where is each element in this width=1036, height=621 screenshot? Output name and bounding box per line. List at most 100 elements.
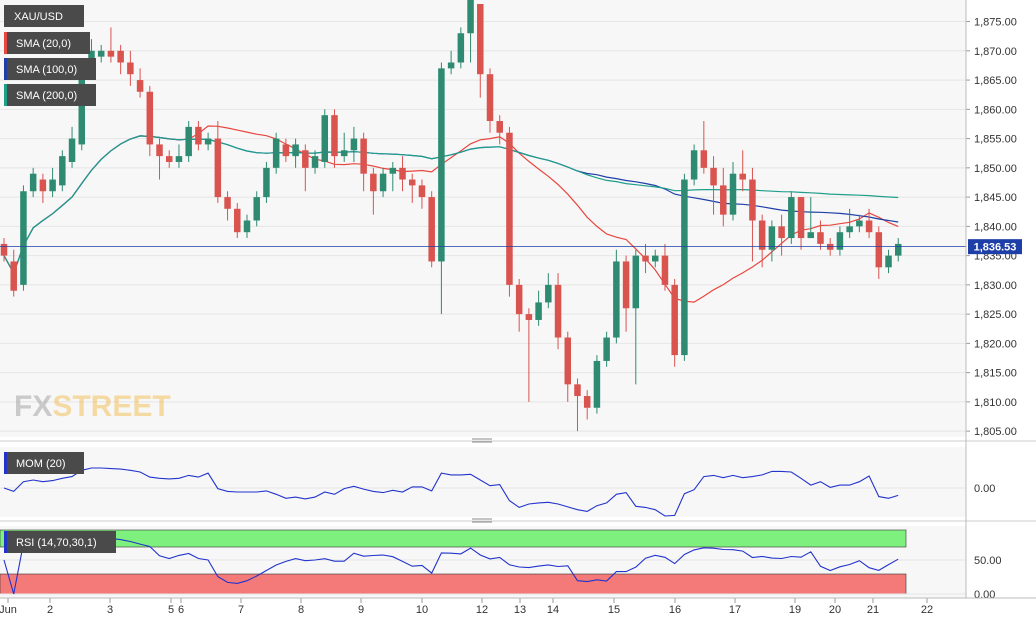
candle-body[interactable] [214, 138, 222, 198]
candle-body[interactable] [720, 185, 727, 215]
candle-body[interactable] [243, 220, 251, 233]
candle-body[interactable] [603, 337, 610, 361]
candle-body[interactable] [875, 232, 883, 268]
candle-body[interactable] [127, 62, 134, 75]
candle-body[interactable] [370, 173, 377, 192]
candle-body[interactable] [574, 384, 581, 397]
resize-handle-icon[interactable] [472, 438, 492, 443]
candle-body[interactable] [408, 179, 416, 186]
candle-body[interactable] [681, 179, 688, 356]
candle-body[interactable] [700, 150, 708, 168]
candle-body[interactable] [234, 208, 241, 233]
candle-body[interactable] [865, 220, 873, 233]
candle-body[interactable] [807, 232, 815, 239]
candle-body[interactable] [20, 191, 27, 285]
resize-handle-icon[interactable] [472, 518, 492, 523]
candle-body[interactable] [613, 261, 620, 338]
candle-body[interactable] [749, 179, 756, 221]
candle-body[interactable] [136, 80, 144, 92]
candle-body[interactable] [710, 167, 717, 186]
candle-body[interactable] [467, 0, 474, 34]
mom-label[interactable]: MOM (20) [4, 452, 84, 474]
candle-body[interactable] [360, 138, 367, 174]
candle-body[interactable] [651, 255, 659, 262]
candle-body[interactable] [49, 179, 56, 192]
candle-body[interactable] [583, 396, 591, 408]
candle-body[interactable] [788, 197, 795, 239]
candle-body[interactable] [778, 226, 785, 239]
candle-body[interactable] [622, 261, 630, 309]
candle-body[interactable] [729, 173, 737, 215]
candle-body[interactable] [253, 197, 260, 221]
candle-body[interactable] [185, 126, 192, 157]
candle-body[interactable] [525, 314, 533, 320]
candle-body[interactable] [175, 156, 183, 162]
candle-body[interactable] [457, 33, 465, 63]
rsi-label[interactable]: RSI (14,70,30,1) [4, 531, 116, 553]
candle-body[interactable] [428, 197, 435, 262]
candle-body[interactable] [39, 179, 47, 192]
candle-body[interactable] [292, 144, 299, 157]
candle-body[interactable] [846, 226, 853, 233]
candle-body[interactable] [486, 74, 494, 122]
candle-body[interactable] [632, 255, 640, 309]
candle-body[interactable] [447, 62, 455, 69]
candle-body[interactable] [418, 185, 426, 198]
legend-item[interactable]: SMA (20,0) [4, 32, 90, 54]
candle-body[interactable] [156, 144, 163, 157]
candle-body[interactable] [195, 126, 202, 145]
candle-body[interactable] [68, 138, 76, 162]
candle-body[interactable] [856, 220, 863, 227]
candle-body[interactable] [642, 255, 649, 262]
candle-body[interactable] [739, 173, 746, 180]
candle-body[interactable] [146, 91, 154, 145]
candle-body[interactable] [438, 68, 445, 262]
candle-body[interactable] [340, 150, 348, 157]
candle-body[interactable] [554, 284, 562, 338]
candle-body[interactable] [477, 4, 484, 75]
legend-item[interactable]: SMA (200,0) [4, 84, 96, 106]
candle-body[interactable] [399, 167, 406, 180]
candle-body[interactable] [564, 337, 572, 385]
candle-body[interactable] [311, 156, 319, 168]
candle-body[interactable] [107, 50, 115, 57]
candle-body[interactable] [690, 150, 698, 180]
candle-body[interactable] [282, 144, 290, 157]
candle-body[interactable] [379, 173, 387, 192]
candle-body[interactable] [758, 220, 766, 250]
candle-body[interactable] [661, 255, 669, 285]
candle-body[interactable] [224, 197, 231, 209]
candle-body[interactable] [768, 226, 776, 250]
candle-body[interactable] [671, 284, 678, 356]
candle-body[interactable] [894, 243, 902, 256]
candle-body[interactable] [78, 74, 86, 145]
candle-body[interactable] [29, 173, 37, 192]
candle-body[interactable] [593, 360, 601, 408]
candle-body[interactable] [302, 150, 309, 168]
candle-body[interactable] [797, 197, 805, 239]
legend-item[interactable]: SMA (100,0) [4, 58, 96, 80]
candle-body[interactable] [836, 232, 844, 250]
instrument-label[interactable]: XAU/USD [4, 5, 84, 27]
candle-body[interactable] [389, 167, 397, 174]
candle-body[interactable] [97, 50, 105, 57]
candle-body[interactable] [117, 50, 124, 63]
candle-body[interactable] [545, 284, 552, 303]
candle-body[interactable] [885, 255, 892, 268]
candle-body[interactable] [59, 156, 66, 186]
candle-body[interactable] [350, 138, 358, 151]
candle-body[interactable] [165, 156, 173, 162]
candle-body[interactable] [321, 115, 329, 162]
candle-body[interactable] [0, 243, 8, 256]
candle-body[interactable] [10, 261, 17, 291]
candle-body[interactable] [263, 167, 270, 198]
candle-body[interactable] [535, 302, 542, 320]
candle-body[interactable] [204, 138, 212, 145]
candle-body[interactable] [272, 138, 280, 168]
candle-body[interactable] [506, 132, 513, 285]
candle-body[interactable] [331, 115, 338, 157]
candle-body[interactable] [496, 121, 503, 133]
candle-body[interactable] [515, 284, 523, 315]
candle-body[interactable] [817, 232, 824, 244]
